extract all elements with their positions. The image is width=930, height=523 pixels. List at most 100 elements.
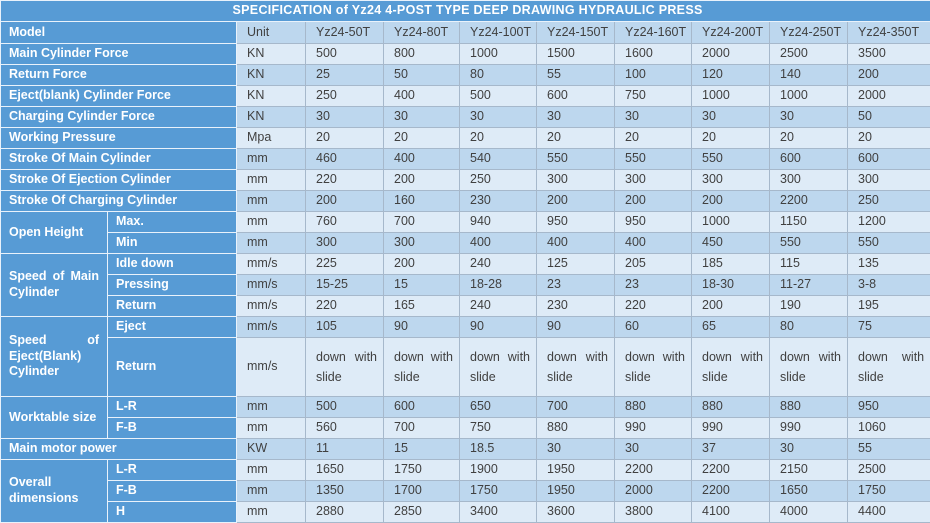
unit-cell: mm: [237, 233, 306, 254]
value-cell: 20: [692, 128, 770, 149]
value-cell: 240: [460, 296, 537, 317]
row-label: Stroke Of Main Cylinder: [1, 149, 237, 170]
value-cell: 3600: [537, 502, 615, 523]
value-cell: 220: [306, 170, 384, 191]
value-cell: 500: [306, 44, 384, 65]
column-header: Yz24-50T: [306, 22, 384, 44]
unit-cell: mm: [237, 481, 306, 502]
value-cell: 105: [306, 317, 384, 338]
value-cell: 190: [770, 296, 848, 317]
row-label: Charging Cylinder Force: [1, 107, 237, 128]
row-sublabel: Return: [108, 296, 237, 317]
value-cell: 3-8: [848, 275, 930, 296]
value-cell: 400: [384, 86, 460, 107]
column-header: Yz24-100T: [460, 22, 537, 44]
row-label: Main motor power: [1, 439, 237, 460]
value-cell: 2200: [692, 481, 770, 502]
row-sublabel: Eject: [108, 317, 237, 338]
value-cell: 200: [537, 191, 615, 212]
value-cell: 1000: [770, 86, 848, 107]
value-cell: 990: [615, 418, 692, 439]
value-cell: 23: [615, 275, 692, 296]
value-cell: 600: [848, 149, 930, 170]
value-cell: 115: [770, 254, 848, 275]
header-model: Model: [1, 22, 237, 44]
value-cell: 400: [460, 233, 537, 254]
unit-cell: mm/s: [237, 338, 306, 397]
row-sublabel: H: [108, 502, 237, 523]
row-sublabel: L-R: [108, 397, 237, 418]
value-cell: 80: [770, 317, 848, 338]
value-cell: 1750: [460, 481, 537, 502]
value-cell: 200: [848, 65, 930, 86]
value-cell: 300: [384, 233, 460, 254]
value-cell: 750: [615, 86, 692, 107]
value-cell: 20: [460, 128, 537, 149]
value-cell: 880: [770, 397, 848, 418]
row-sublabel: L-R: [108, 460, 237, 481]
value-cell: 1150: [770, 212, 848, 233]
row-group-label: Open Height: [1, 212, 108, 254]
value-cell: 140: [770, 65, 848, 86]
value-cell: down with slide: [770, 338, 848, 397]
row-label: Working Pressure: [1, 128, 237, 149]
row-label: Stroke Of Charging Cylinder: [1, 191, 237, 212]
title-row: SPECIFICATION of Yz24 4-POST TYPE DEEP D…: [1, 1, 930, 22]
value-cell: down with slide: [537, 338, 615, 397]
value-cell: down with slide: [848, 338, 930, 397]
value-cell: 1200: [848, 212, 930, 233]
value-cell: 20: [770, 128, 848, 149]
value-cell: 2880: [306, 502, 384, 523]
value-cell: 200: [384, 254, 460, 275]
column-header: Yz24-200T: [692, 22, 770, 44]
value-cell: 1700: [384, 481, 460, 502]
value-cell: 135: [848, 254, 930, 275]
value-cell: 20: [615, 128, 692, 149]
unit-cell: mm/s: [237, 275, 306, 296]
value-cell: 80: [460, 65, 537, 86]
value-cell: 2200: [615, 460, 692, 481]
unit-cell: KN: [237, 44, 306, 65]
unit-cell: mm: [237, 502, 306, 523]
value-cell: 400: [537, 233, 615, 254]
value-cell: 4400: [848, 502, 930, 523]
row-sublabel: F-B: [108, 418, 237, 439]
value-cell: 165: [384, 296, 460, 317]
value-cell: 600: [770, 149, 848, 170]
column-header: Yz24-150T: [537, 22, 615, 44]
value-cell: 30: [615, 439, 692, 460]
unit-cell: mm: [237, 212, 306, 233]
value-cell: 30: [770, 439, 848, 460]
value-cell: 550: [692, 149, 770, 170]
value-cell: 65: [692, 317, 770, 338]
value-cell: 300: [692, 170, 770, 191]
value-cell: 4100: [692, 502, 770, 523]
value-cell: 1750: [848, 481, 930, 502]
unit-cell: mm: [237, 397, 306, 418]
value-cell: 950: [537, 212, 615, 233]
unit-cell: mm/s: [237, 317, 306, 338]
value-cell: 1600: [615, 44, 692, 65]
value-cell: 550: [770, 233, 848, 254]
value-cell: 300: [770, 170, 848, 191]
value-cell: 990: [692, 418, 770, 439]
unit-cell: mm/s: [237, 254, 306, 275]
value-cell: 400: [384, 149, 460, 170]
value-cell: 300: [537, 170, 615, 191]
value-cell: 195: [848, 296, 930, 317]
value-cell: 15: [384, 275, 460, 296]
unit-cell: mm/s: [237, 296, 306, 317]
row-group-label: Speed of Main Cylinder: [1, 254, 108, 317]
row-sublabel: Max.: [108, 212, 237, 233]
value-cell: 125: [537, 254, 615, 275]
value-cell: 60: [615, 317, 692, 338]
value-cell: 2500: [770, 44, 848, 65]
unit-cell: mm: [237, 170, 306, 191]
unit-cell: KN: [237, 65, 306, 86]
value-cell: 2000: [615, 481, 692, 502]
value-cell: 250: [306, 86, 384, 107]
